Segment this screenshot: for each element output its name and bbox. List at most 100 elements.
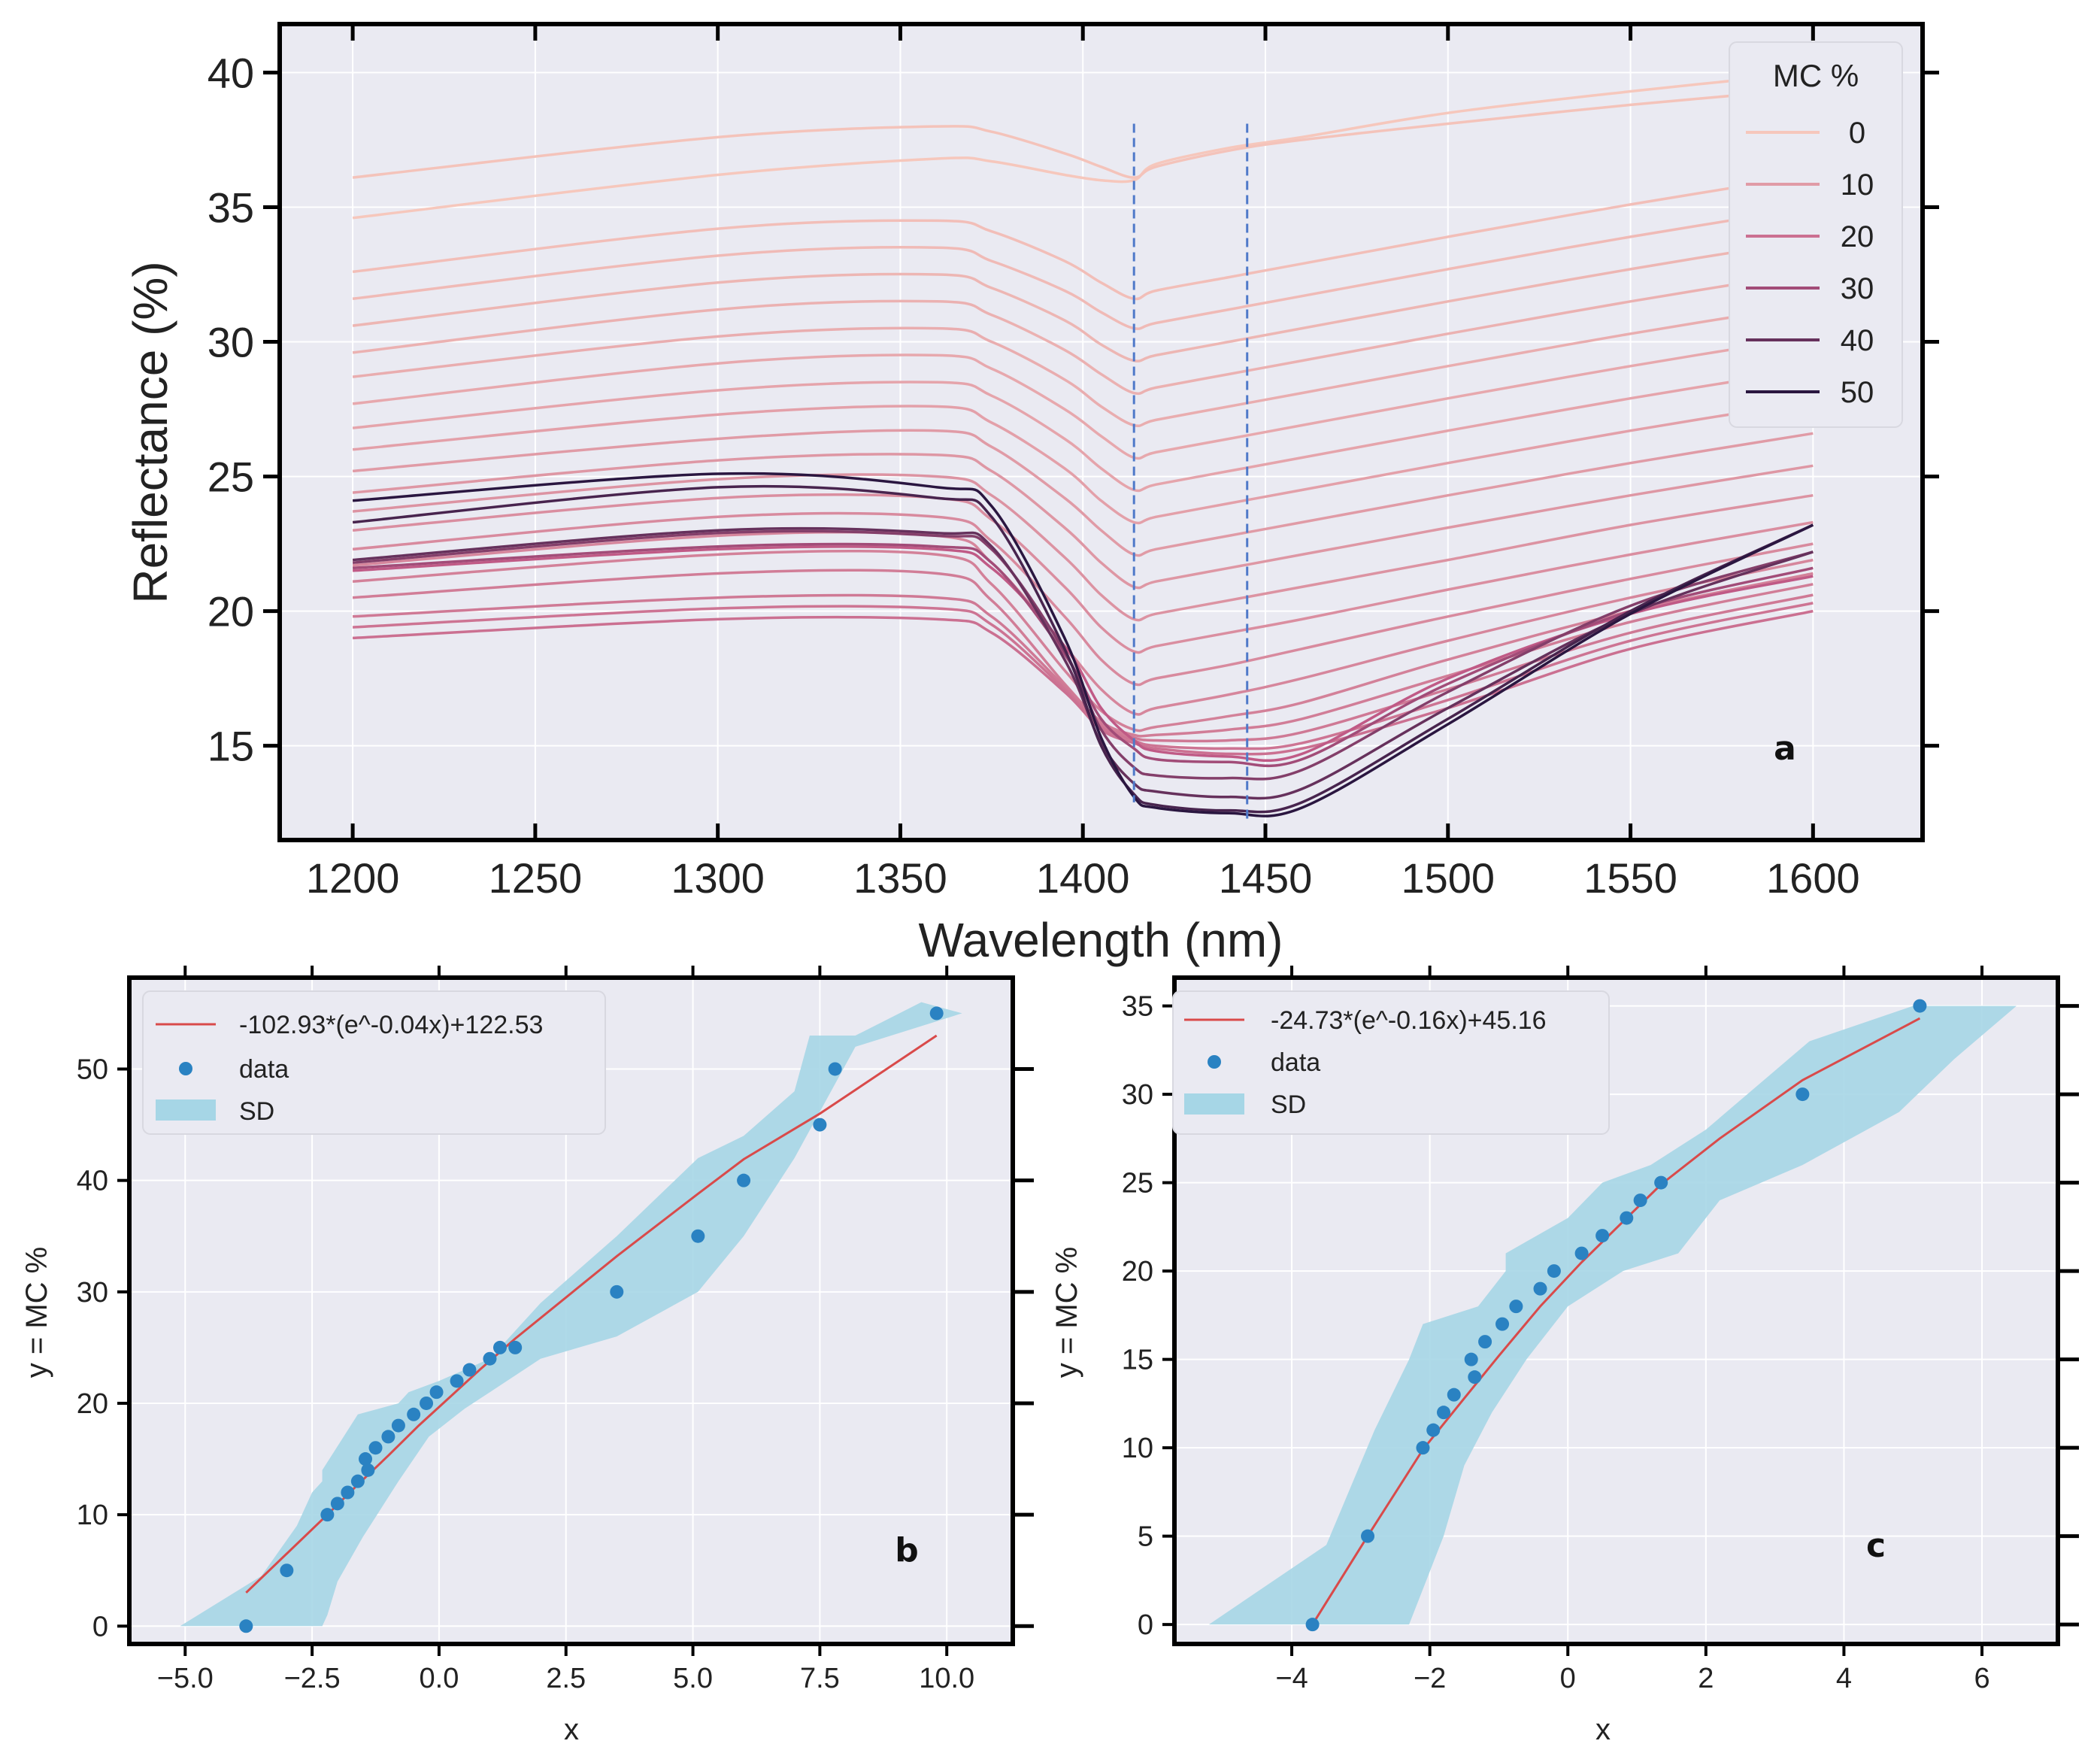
- y-tick-label: 10: [1122, 1433, 1153, 1464]
- data-point: [828, 1062, 842, 1076]
- panel-a-frame: [277, 22, 1925, 842]
- legend-sd-label: SD: [239, 1097, 274, 1126]
- x-tick-label: 2.5: [546, 1663, 586, 1694]
- panel-b-fit-chart: −5.0 −2.5 0.0 2.5 5.0 7.5 10.0 0 10 20 30 40 50 -102…: [20, 966, 1034, 1746]
- panel-c-data-points: [1305, 999, 1927, 1632]
- panel-b-x-axis-title: x: [564, 1713, 579, 1746]
- data-point: [1495, 1317, 1510, 1331]
- panel-a-reflectance-chart: 1200 1250 1300 1350 1400 1450 1500 1550 1600 15 20…: [123, 22, 1939, 967]
- legend-sd-label: SD: [1271, 1090, 1306, 1119]
- x-tick-label: 0: [1560, 1663, 1576, 1694]
- legend-label-mc-10: 10: [1841, 168, 1874, 202]
- x-tick-label: 1500: [1401, 854, 1495, 902]
- data-point: [1426, 1423, 1441, 1437]
- data-point: [320, 1508, 335, 1522]
- legend-sd-swatch: [1184, 1093, 1244, 1115]
- spectrum-line-mc-4: [352, 238, 1814, 362]
- data-point: [1533, 1281, 1547, 1296]
- spectrum-line-mc-35: [352, 529, 1814, 781]
- data-point: [1361, 1529, 1375, 1543]
- data-point: [813, 1118, 827, 1132]
- spectrum-line-mc-15: [352, 530, 1814, 716]
- data-point: [1464, 1352, 1478, 1366]
- legend-sd-swatch: [156, 1099, 216, 1121]
- data-point: [341, 1485, 355, 1500]
- spectrum-line-mc-14: [352, 511, 1814, 687]
- y-tick-label: 0: [92, 1611, 108, 1642]
- x-tick-label: 1300: [671, 854, 765, 902]
- data-point: [407, 1407, 421, 1421]
- x-tick-label: 1400: [1036, 854, 1130, 902]
- panel-a-y-axis-title: Reflectance (%): [123, 261, 177, 603]
- data-point: [280, 1563, 294, 1578]
- panel-c-legend: -24.73*(e^-0.16x)+45.16 data SD: [1172, 990, 1610, 1135]
- y-tick-label: 40: [77, 1166, 108, 1197]
- panel-a-x-axis-title: Wavelength (nm): [919, 913, 1283, 967]
- legend-label-mc-0: 0: [1849, 117, 1865, 150]
- legend-label-mc-30: 30: [1841, 272, 1874, 305]
- x-tick-label: −4: [1275, 1663, 1308, 1694]
- spectrum-line-mc-1: [352, 87, 1814, 179]
- data-point: [391, 1418, 405, 1433]
- legend-label-mc-50: 50: [1841, 376, 1874, 409]
- y-tick-label: 40: [208, 49, 254, 96]
- data-point: [1633, 1193, 1647, 1208]
- sd-band-polygon: [180, 1002, 962, 1627]
- data-point: [429, 1385, 444, 1400]
- y-tick-label: 35: [1122, 991, 1153, 1023]
- y-tick-label: 15: [208, 723, 254, 770]
- spectrum-line-mc-7: [352, 335, 1814, 460]
- x-tick-label: 10.0: [919, 1663, 974, 1694]
- y-tick-label: 15: [1122, 1345, 1153, 1376]
- panel-c-x-axis-title: x: [1595, 1713, 1611, 1746]
- y-tick-label: 20: [77, 1388, 108, 1420]
- x-tick-label: 4: [1836, 1663, 1852, 1694]
- spectrum-line-mc-19: [353, 602, 1814, 751]
- spectrum-line-mc-6: [352, 302, 1814, 427]
- fit-curve: [1311, 1017, 1921, 1625]
- spectrum-line-mc-30: [352, 542, 1814, 768]
- y-tick-label: 5: [1138, 1521, 1153, 1553]
- y-tick-label: 50: [77, 1054, 108, 1085]
- x-tick-label: 6: [1974, 1663, 1989, 1694]
- data-point: [1416, 1441, 1430, 1455]
- panel-b-sd-band: [180, 1002, 962, 1627]
- y-tick-label: 20: [208, 588, 254, 635]
- data-point: [350, 1474, 365, 1488]
- panel-b-frame: [127, 975, 1015, 1646]
- data-point: [1468, 1370, 1482, 1385]
- legend-label-mc-40: 40: [1841, 324, 1874, 357]
- data-point: [1574, 1246, 1589, 1260]
- y-tick-label: 30: [208, 319, 254, 366]
- x-tick-label: 7.5: [800, 1663, 840, 1694]
- x-tick-label: 5.0: [673, 1663, 713, 1694]
- data-point: [359, 1452, 373, 1466]
- legend-box: [1172, 990, 1610, 1135]
- panel-c-fit-line: [1311, 1017, 1921, 1625]
- data-point: [239, 1619, 253, 1633]
- panel-a-legend: MC % 0 10 20 30 40 50: [1729, 41, 1903, 428]
- y-tick-label: 30: [1122, 1079, 1153, 1111]
- data-point: [610, 1284, 624, 1299]
- data-point: [737, 1173, 751, 1187]
- spectrum-line-mc-13: [352, 493, 1814, 654]
- panel-a-ticks: 1200 1250 1300 1350 1400 1450 1500 1550 1600 15 20…: [208, 24, 1939, 902]
- data-point: [1654, 1175, 1668, 1190]
- data-point: [1547, 1264, 1561, 1278]
- panel-c-ticks: −4 −2 0 2 4 6 0 5 10 15 20 25 30 35: [1122, 966, 2079, 1694]
- data-point: [929, 1006, 944, 1021]
- panel-c-fit-chart: −4 −2 0 2 4 6 0 5 10 15 20 25 30 35 -24.73*(e^-0.16x)…: [1050, 966, 2079, 1746]
- legend-fit-label: -102.93*(e^-0.04x)+122.53: [239, 1011, 543, 1039]
- panel-b-legend: -102.93*(e^-0.04x)+122.53 data SD: [142, 990, 606, 1135]
- data-point: [420, 1396, 434, 1410]
- data-point: [1478, 1335, 1492, 1349]
- panel-letter-b: b: [895, 1531, 919, 1570]
- x-tick-label: 1550: [1583, 854, 1677, 902]
- panel-c-frame: [1172, 975, 2060, 1646]
- x-tick-label: 1350: [853, 854, 947, 902]
- data-point: [1509, 1300, 1523, 1314]
- data-point: [1447, 1388, 1461, 1402]
- panel-a-spectra: [352, 71, 1814, 817]
- x-tick-label: −2: [1414, 1663, 1446, 1694]
